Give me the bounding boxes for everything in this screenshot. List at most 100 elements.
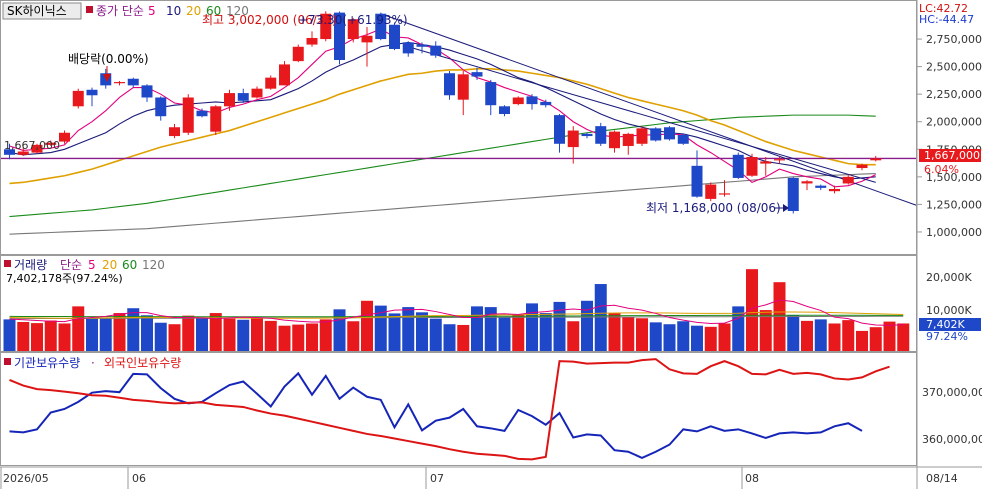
candle: [31, 143, 43, 154]
candle-body: [86, 89, 98, 96]
candle: [45, 140, 57, 146]
volume-bar: [471, 306, 483, 351]
volume-bar: [3, 319, 16, 351]
ma10-line: [9, 41, 876, 180]
candle: [4, 143, 15, 160]
candle: [870, 155, 882, 162]
candle: [787, 176, 799, 214]
candle: [499, 105, 510, 117]
volume-bar: [759, 310, 772, 351]
volume-bar: [347, 321, 360, 351]
volume-title: 거래량: [14, 258, 47, 272]
price-tick-label: 1,250,000: [926, 198, 982, 211]
candle: [141, 84, 153, 102]
candle: [512, 96, 524, 106]
volume-bar: [44, 320, 57, 351]
low-annotation: 최저 1,168,000 (08/06): [646, 201, 781, 215]
volume-tick-10000k: 10,000K: [926, 304, 972, 317]
candle: [457, 71, 469, 116]
candle-body: [361, 35, 373, 43]
volume-bar: [223, 318, 236, 351]
candle-body: [237, 93, 249, 101]
candle-body: [292, 46, 304, 62]
volume-bar: [512, 314, 525, 351]
candle-body: [705, 184, 717, 199]
ma-legend-label: 종가 단순: [96, 4, 144, 18]
candle: [375, 12, 387, 41]
dividend-annotation: 배당락(0.00%): [68, 52, 149, 66]
volume-bar: [622, 317, 635, 351]
volume-ma120-label: 120: [142, 258, 165, 272]
ma10-label: 10: [166, 4, 181, 18]
candle: [251, 86, 263, 99]
candle-body: [540, 101, 552, 106]
volume-bar: [842, 320, 855, 351]
volume-bar: [113, 313, 126, 351]
volume-current-pct: 97.24%: [926, 330, 968, 343]
candle-body: [306, 37, 318, 45]
volume-ma20-label: 20: [102, 258, 117, 272]
volume-bar: [457, 324, 470, 351]
candle-body: [787, 177, 799, 212]
candle: [540, 99, 552, 108]
candle: [609, 130, 620, 153]
ref-price-left-label: 1,667,000: [4, 139, 60, 152]
x-end-label: 08/14: [926, 472, 958, 485]
candle-body: [760, 161, 772, 164]
volume-bar: [718, 323, 731, 351]
holding-separator: ·: [91, 356, 95, 370]
volume-bar: [484, 307, 497, 351]
candle: [622, 132, 634, 155]
volume-ma-label: 단순: [60, 258, 82, 272]
candle-body: [801, 181, 813, 184]
candle-body: [59, 132, 70, 142]
foreign-holding-line: [9, 358, 890, 461]
candle-body: [870, 158, 882, 161]
candle-body: [251, 88, 263, 98]
candle-body: [567, 130, 579, 148]
candle: [59, 130, 70, 144]
volume-bar: [127, 308, 140, 351]
candle-body: [389, 24, 400, 49]
volume-bar: [388, 313, 401, 351]
candle-body: [127, 78, 139, 86]
volume-bar: [402, 307, 415, 351]
volume-ma120-line: [9, 315, 904, 320]
volume-bar: [154, 322, 167, 351]
candle: [114, 80, 125, 86]
candle: [127, 77, 139, 88]
ma20-line: [9, 68, 876, 185]
volume-bar: [883, 321, 896, 351]
candle: [650, 127, 662, 142]
candle: [485, 79, 497, 116]
x-label-07: 07: [430, 472, 444, 485]
volume-bar: [31, 323, 43, 351]
candle-body: [72, 90, 84, 107]
candle-body: [664, 127, 675, 140]
candle-body: [842, 176, 854, 184]
candle: [842, 174, 854, 185]
hc-label: HC:-44.47: [919, 13, 974, 26]
volume-bar: [498, 317, 511, 351]
candle: [815, 184, 827, 191]
ma20-label: 20: [186, 4, 201, 18]
volume-bar: [264, 320, 277, 351]
ma120-line: [9, 172, 876, 235]
candle: [182, 94, 194, 135]
current-price-box: [919, 149, 981, 162]
volume-bar: [828, 323, 841, 351]
candle: [677, 133, 689, 145]
volume-bar: [897, 323, 910, 351]
candle-body: [636, 128, 648, 144]
volume-bar: [429, 318, 442, 351]
volume-current-box: [919, 318, 981, 331]
symbol-box[interactable]: [2, 2, 82, 20]
candle-body: [141, 85, 153, 98]
candle-body: [650, 128, 662, 141]
candle: [554, 114, 565, 153]
candle: [526, 94, 538, 110]
candle-body: [677, 134, 689, 144]
holding-series2-label: 외국인보유수량: [104, 356, 181, 370]
dividend-arrow: [103, 66, 111, 82]
